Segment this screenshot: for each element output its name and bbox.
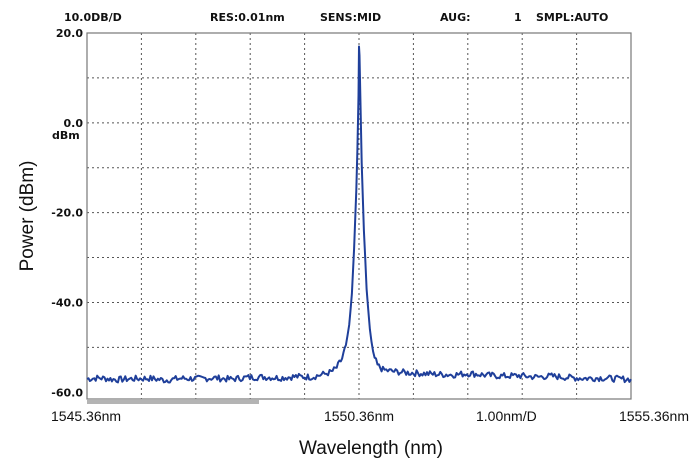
averaging-readout: AUG: — [440, 11, 471, 24]
sampling-readout: SMPL:AUTO — [536, 11, 608, 24]
x-tick-label: 1545.36nm — [51, 408, 121, 424]
x-axis-title: Wavelength (nm) — [299, 438, 443, 459]
plot-grid — [87, 33, 631, 399]
y-tick-label: 0.0 — [64, 117, 84, 130]
sensitivity-readout: SENS:MID — [320, 11, 381, 24]
scale-indicator-bar — [87, 400, 259, 404]
y-tick-label: -40.0 — [51, 296, 83, 309]
x-tick-label: 1555.36nm — [619, 408, 689, 424]
x-tick-label: 1550.36nm — [324, 408, 394, 424]
y-tick-label: -60.0 — [51, 386, 83, 399]
resolution-readout: RES:0.01nm — [210, 11, 285, 24]
y-tick-labels: 20.0 0.0 -20.0 -40.0 -60.0 — [51, 27, 83, 399]
y-unit-label: dBm — [52, 129, 80, 142]
x-span-label: 1.00nm/D — [476, 408, 537, 424]
y-tick-label: 20.0 — [56, 27, 83, 40]
plot-frame — [86, 32, 632, 400]
averaging-count: 1 — [514, 11, 522, 24]
y-axis-title: Power (dBm) — [17, 161, 38, 272]
spectrum-trace — [86, 45, 632, 384]
y-tick-label: -20.0 — [51, 207, 83, 220]
x-tick-labels: 1545.36nm 1550.36nm 1555.36nm — [51, 408, 689, 424]
scale-readout: 10.0DB/D — [64, 11, 122, 24]
